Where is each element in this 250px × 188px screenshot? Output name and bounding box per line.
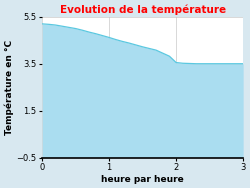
Title: Evolution de la température: Evolution de la température	[60, 4, 226, 15]
X-axis label: heure par heure: heure par heure	[101, 175, 184, 184]
Y-axis label: Température en °C: Température en °C	[4, 40, 14, 135]
